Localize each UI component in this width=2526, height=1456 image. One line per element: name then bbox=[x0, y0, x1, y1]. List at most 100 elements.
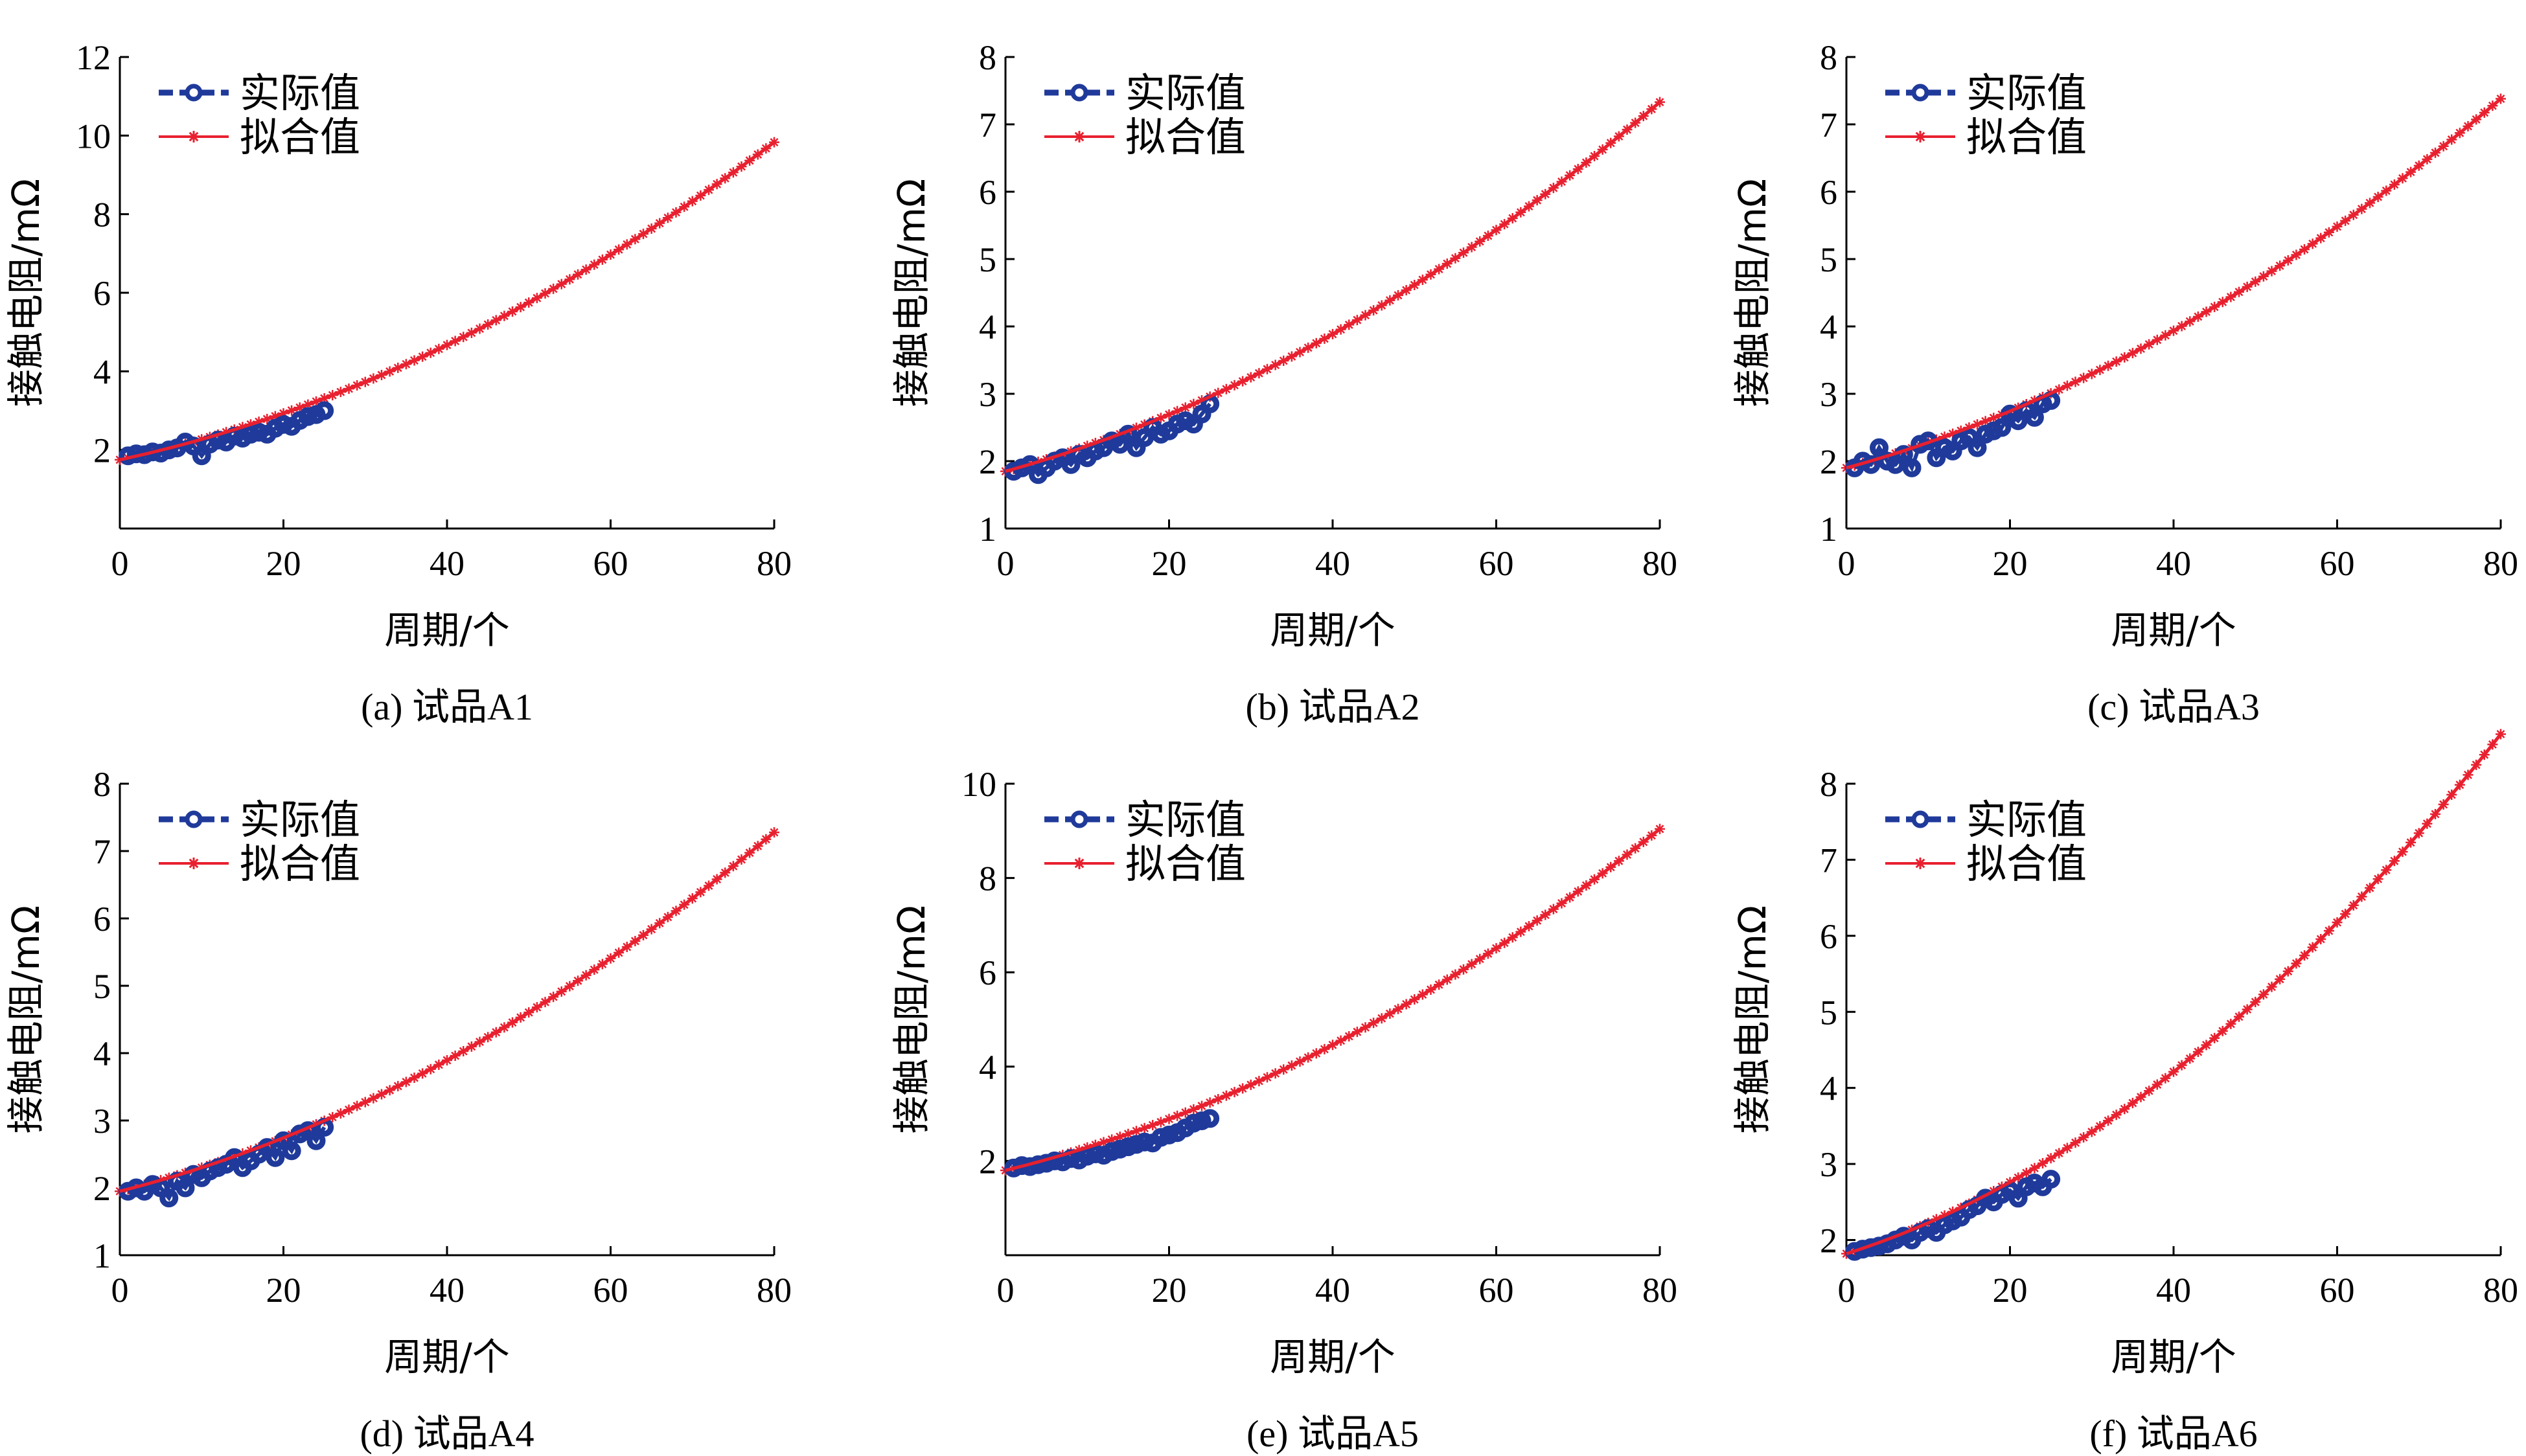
legend-fit-marker bbox=[1914, 131, 1926, 142]
y-tick-label: 6 bbox=[979, 953, 996, 992]
actual-point bbox=[1086, 1144, 1105, 1163]
x-tick-label: 20 bbox=[1152, 1271, 1187, 1310]
x-tick-label: 0 bbox=[997, 1271, 1015, 1310]
x-tick-label: 60 bbox=[2320, 544, 2355, 583]
actual-point bbox=[176, 1178, 195, 1198]
legend-fit-marker bbox=[188, 131, 200, 142]
x-tick-label: 80 bbox=[2483, 1271, 2518, 1310]
y-tick-label: 4 bbox=[979, 308, 996, 347]
x-tick-label: 40 bbox=[1315, 1271, 1350, 1310]
x-tick-label: 60 bbox=[593, 544, 628, 583]
fit-curve bbox=[1005, 100, 1661, 473]
x-tick-label: 80 bbox=[757, 544, 792, 583]
actual-point bbox=[1992, 418, 2012, 437]
x-tick-label: 80 bbox=[1642, 544, 1677, 583]
actual-point bbox=[2041, 1170, 2061, 1189]
fit-markers bbox=[1000, 823, 1665, 1176]
legend-actual-marker bbox=[1070, 810, 1088, 828]
legend-actual-label: 实际值 bbox=[1966, 69, 2087, 117]
legend-actual-marker bbox=[185, 810, 203, 828]
x-axis-title: 周期/个 bbox=[2111, 608, 2236, 652]
y-tick-label: 4 bbox=[979, 1048, 996, 1087]
x-tick-label: 0 bbox=[1838, 1271, 1855, 1310]
legend-fit-marker bbox=[1074, 131, 1085, 142]
y-tick-label: 1 bbox=[1820, 510, 1837, 549]
actual-markers bbox=[119, 401, 334, 466]
y-tick-label: 5 bbox=[93, 967, 111, 1006]
x-tick-label: 40 bbox=[2156, 544, 2191, 583]
x-tick-label: 0 bbox=[111, 1271, 129, 1310]
x-tick-label: 60 bbox=[2320, 1271, 2355, 1310]
fit-markers bbox=[1000, 97, 1665, 477]
actual-point bbox=[1045, 1151, 1064, 1170]
fit-curve bbox=[1846, 97, 2502, 470]
x-tick-label: 40 bbox=[430, 1271, 465, 1310]
legend-actual-marker bbox=[1070, 84, 1088, 102]
fit-point bbox=[769, 827, 779, 838]
chart-caption: (f) 试品A6 bbox=[2089, 1413, 2257, 1455]
x-tick-label: 20 bbox=[1993, 1271, 2028, 1310]
actual-markers bbox=[1845, 1170, 2061, 1261]
fit-markers bbox=[115, 137, 779, 465]
x-axis-title: 周期/个 bbox=[384, 608, 510, 652]
actual-point bbox=[2008, 1189, 2028, 1208]
y-tick-label: 3 bbox=[1820, 375, 1837, 414]
x-tick-label: 40 bbox=[430, 544, 465, 583]
y-tick-label: 10 bbox=[76, 117, 111, 155]
y-tick-label: 8 bbox=[979, 38, 996, 77]
chart-caption: (b) 试品A2 bbox=[1245, 686, 1419, 728]
y-axis-title: 接触电阻/mΩ bbox=[1730, 179, 1774, 407]
fit-markers bbox=[1841, 93, 2506, 473]
y-tick-label: 4 bbox=[93, 352, 111, 391]
chart-4: 0 20 40 60 80 1 2 3 4 5 6 7 8 周期/个 接触电阻/mΩ (d) 试品A4 实际值拟… bbox=[4, 765, 792, 1455]
fit-point bbox=[1655, 823, 1665, 834]
actual-point bbox=[1870, 438, 1889, 457]
fit-markers bbox=[1841, 729, 2506, 1259]
y-axis-title: 接触电阻/mΩ bbox=[1730, 905, 1774, 1133]
y-tick-label: 7 bbox=[1820, 106, 1837, 144]
actual-point bbox=[159, 1189, 179, 1208]
fit-curve-overlay bbox=[119, 831, 775, 1193]
chart-caption: (a) 试品A1 bbox=[361, 686, 533, 728]
legend-actual-label: 实际值 bbox=[240, 69, 360, 117]
legend-fit-label: 拟合值 bbox=[1125, 113, 1246, 161]
y-tick-label: 7 bbox=[979, 106, 996, 144]
x-axis-title: 周期/个 bbox=[1270, 1335, 1395, 1379]
actual-point bbox=[1135, 1132, 1154, 1152]
fit-curve-overlay bbox=[1846, 733, 2502, 1256]
x-tick-label: 60 bbox=[593, 1271, 628, 1310]
x-tick-label: 20 bbox=[1152, 544, 1187, 583]
legend-fit-marker bbox=[1074, 858, 1085, 869]
y-tick-label: 1 bbox=[93, 1236, 111, 1275]
actual-point bbox=[1861, 455, 1881, 474]
x-tick-label: 80 bbox=[1642, 1271, 1677, 1310]
legend-fit-marker bbox=[1914, 858, 1926, 869]
y-tick-label: 4 bbox=[1820, 308, 1837, 347]
y-tick-label: 2 bbox=[979, 442, 996, 481]
y-tick-label: 5 bbox=[1820, 993, 1837, 1032]
y-tick-label: 2 bbox=[979, 1142, 996, 1181]
x-tick-label: 20 bbox=[1993, 544, 2028, 583]
fit-markers bbox=[115, 827, 779, 1197]
y-tick-label: 1 bbox=[979, 510, 996, 549]
x-tick-label: 60 bbox=[1479, 1271, 1514, 1310]
y-axis-title: 接触电阻/mΩ bbox=[890, 179, 934, 407]
y-tick-label: 6 bbox=[93, 274, 111, 313]
x-axis-title: 周期/个 bbox=[1270, 608, 1395, 652]
y-tick-label: 5 bbox=[1820, 240, 1837, 279]
legend-actual-label: 实际值 bbox=[1966, 796, 2087, 843]
y-tick-label: 2 bbox=[93, 431, 111, 470]
y-tick-label: 6 bbox=[1820, 917, 1837, 956]
fit-curve bbox=[1846, 733, 2502, 1256]
legend-actual-label: 实际值 bbox=[1125, 69, 1246, 117]
x-axis-title: 周期/个 bbox=[2111, 1335, 2236, 1379]
y-axis-title: 接触电阻/mΩ bbox=[4, 179, 48, 407]
fit-point bbox=[2496, 93, 2506, 104]
fit-curve-overlay bbox=[1005, 827, 1661, 1172]
actual-point bbox=[2025, 407, 2044, 427]
actual-point bbox=[315, 401, 334, 420]
